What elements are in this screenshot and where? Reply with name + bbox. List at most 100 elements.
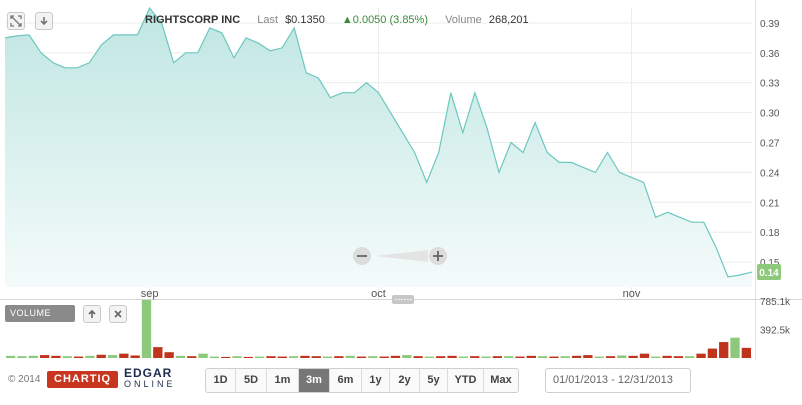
y-tick-label: 0.30 bbox=[760, 109, 780, 120]
volume-bar bbox=[402, 355, 412, 358]
volume-bar bbox=[85, 355, 95, 358]
x-tick-label: oct bbox=[371, 288, 386, 300]
volume-bar bbox=[481, 356, 491, 358]
volume-bar bbox=[571, 355, 582, 358]
range-selector: 1D 5D 1m 3m 6m 1y 2y 5y YTD Max bbox=[205, 368, 519, 393]
y-tick-label: 0.18 bbox=[760, 228, 780, 239]
y-tick-label: 0.24 bbox=[760, 168, 780, 179]
volume-bar bbox=[6, 355, 16, 358]
volume-bar bbox=[17, 356, 27, 358]
resize-handle-dot bbox=[404, 298, 406, 301]
volume-bar bbox=[515, 356, 525, 358]
volume-bar bbox=[311, 356, 321, 358]
range-button-6m[interactable]: 6m bbox=[330, 369, 362, 392]
volume-bar bbox=[594, 356, 604, 358]
volume-panel-label: VOLUME bbox=[5, 305, 75, 322]
zoom-slider-wedge[interactable] bbox=[375, 250, 428, 262]
resize-handle-dot bbox=[410, 298, 412, 301]
edgar-logo-top: EDGAR bbox=[124, 366, 173, 380]
volume-bar bbox=[209, 356, 220, 358]
resize-handle-dot bbox=[398, 298, 400, 301]
volume-bar bbox=[73, 356, 84, 358]
volume-bar bbox=[130, 355, 140, 358]
volume-bar bbox=[300, 355, 310, 358]
volume-bar bbox=[560, 356, 570, 358]
volume-bar bbox=[730, 337, 740, 358]
range-button-1d[interactable]: 1D bbox=[206, 369, 236, 392]
y-tick-label: 0.36 bbox=[760, 49, 780, 60]
chartiq-logo[interactable]: CHARTIQ bbox=[47, 371, 119, 388]
volume-bar bbox=[39, 355, 50, 358]
current-price-badge bbox=[757, 264, 781, 281]
range-button-1m[interactable]: 1m bbox=[267, 369, 299, 392]
volume-bar bbox=[458, 356, 469, 358]
chart-toolbar: RIGHTSCORP INC Last $0.1350 ▲0.0050 (3.8… bbox=[0, 10, 760, 32]
volume-bar bbox=[345, 355, 355, 358]
volume-bar bbox=[164, 352, 174, 358]
zoom-control bbox=[353, 247, 447, 265]
copyright: © 2014 bbox=[8, 374, 41, 385]
resize-handle-dot bbox=[395, 298, 397, 301]
volume-bar bbox=[368, 356, 378, 358]
range-button-5d[interactable]: 5D bbox=[236, 369, 267, 392]
resize-handle[interactable] bbox=[392, 295, 414, 304]
volume-bar bbox=[51, 355, 61, 358]
volume-bar bbox=[583, 355, 593, 358]
volume-bar bbox=[356, 356, 367, 358]
volume-bar bbox=[617, 355, 627, 358]
volume-bar bbox=[447, 355, 457, 358]
range-button-5y[interactable]: 5y bbox=[420, 369, 448, 392]
range-button-3m[interactable]: 3m bbox=[299, 369, 330, 392]
chart-footer: © 2014 CHARTIQ EDGAR ONLINE 1D 5D 1m 3m 6m 1y… bbox=[0, 366, 802, 396]
date-range-input[interactable]: 01/01/2013 - 12/31/2013 bbox=[545, 368, 691, 393]
range-button-ytd[interactable]: YTD bbox=[448, 369, 484, 392]
range-button-1y[interactable]: 1y bbox=[362, 369, 390, 392]
change-value: ▲0.0050 (3.85%) bbox=[341, 14, 428, 26]
close-icon[interactable] bbox=[109, 305, 127, 323]
volume-bar bbox=[198, 353, 208, 358]
download-arrow-icon[interactable] bbox=[35, 12, 53, 30]
volume-label: Volume bbox=[445, 14, 482, 26]
volume-bar bbox=[639, 353, 650, 358]
volume-bar bbox=[651, 356, 661, 358]
volume-bar bbox=[141, 300, 152, 358]
ticker-summary: RIGHTSCORP INC Last $0.1350 ▲0.0050 (3.8… bbox=[145, 14, 529, 26]
volume-bar bbox=[334, 356, 344, 358]
price-area-fill bbox=[5, 8, 752, 287]
volume-bar bbox=[662, 355, 672, 358]
volume-bar bbox=[119, 353, 129, 358]
volume-bar bbox=[605, 356, 616, 358]
up-arrow-icon[interactable] bbox=[83, 305, 101, 323]
volume-bar bbox=[390, 355, 401, 358]
volume-bar bbox=[288, 356, 299, 358]
volume-bar bbox=[187, 356, 197, 358]
range-button-2y[interactable]: 2y bbox=[390, 369, 420, 392]
last-value: $0.1350 bbox=[285, 14, 325, 26]
volume-bar bbox=[673, 356, 684, 358]
y-tick-label: 0.27 bbox=[760, 139, 780, 150]
last-label: Last bbox=[257, 14, 278, 26]
volume-bar bbox=[436, 356, 446, 358]
y-tick-label: 0.21 bbox=[760, 198, 780, 209]
volume-bar bbox=[628, 355, 638, 358]
resize-handle-body[interactable] bbox=[392, 295, 414, 304]
volume-value: 268,201 bbox=[488, 14, 529, 26]
volume-bar bbox=[492, 356, 502, 358]
volume-bar bbox=[243, 356, 253, 358]
edgar-online-logo[interactable]: EDGAR ONLINE bbox=[124, 366, 176, 390]
expand-icon[interactable] bbox=[7, 12, 25, 30]
volume-bar bbox=[470, 356, 480, 358]
range-button-max[interactable]: Max bbox=[490, 374, 512, 386]
company-name: RIGHTSCORP INC bbox=[145, 14, 241, 26]
volume-bar bbox=[62, 356, 72, 358]
volume-bar bbox=[549, 356, 559, 358]
volume-bar bbox=[96, 354, 106, 358]
volume-bar bbox=[28, 355, 38, 358]
price-line[interactable] bbox=[4, 6, 753, 278]
y-tick-label: 0.33 bbox=[760, 79, 780, 90]
volume-bar bbox=[537, 356, 548, 358]
volume-bar bbox=[107, 355, 118, 358]
volume-bar bbox=[153, 347, 163, 358]
